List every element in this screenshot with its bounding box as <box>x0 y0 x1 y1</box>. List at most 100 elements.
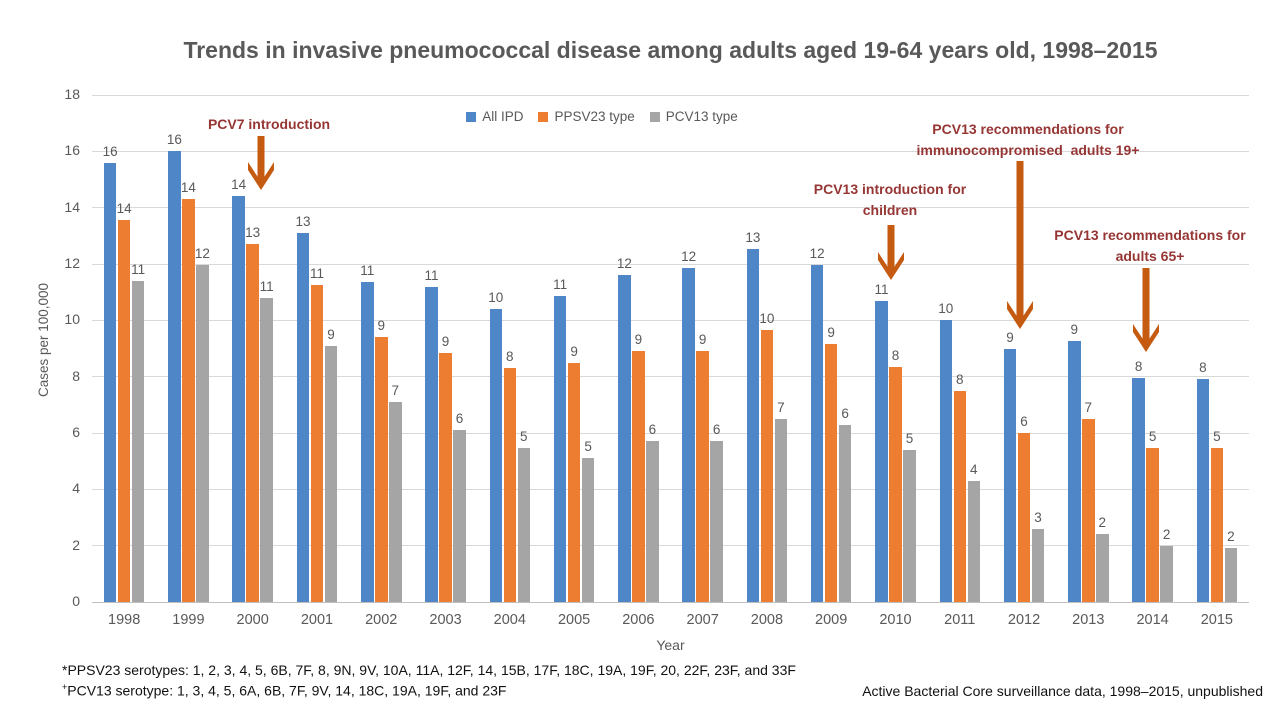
legend-label-ppsv23: PPSV23 type <box>554 109 635 124</box>
bar-value-label: 2 <box>1098 515 1107 531</box>
legend-swatch-pcv13 <box>649 111 660 122</box>
annotation-text: PCV13 introduction for <box>813 181 967 197</box>
x-axis-tick-label: 2002 <box>365 612 398 628</box>
bar-value-label: 9 <box>327 326 335 342</box>
footnote-text: PCV13 serotype: 1, 3, 4, 5, 6A, 6B, 7F, … <box>67 682 507 699</box>
x-axis-line <box>92 601 1249 603</box>
legend-label-pcv13: PCV13 type <box>665 109 738 124</box>
legend-item-ppsv23: PPSV23 type <box>538 109 635 124</box>
y-axis-tick-label: 12 <box>64 255 80 271</box>
y-gridline <box>92 150 1249 152</box>
bar-value-label: 8 <box>891 347 900 363</box>
bar-value-label: 8 <box>506 349 514 365</box>
bar-value-label: 6 <box>841 405 849 421</box>
annotation-text: PCV13 recommendations for <box>932 121 1124 137</box>
x-axis-tick-label: 2015 <box>1200 612 1233 628</box>
x-axis-tick-label: 2006 <box>622 612 655 628</box>
bar-pcv13-type <box>1160 545 1173 602</box>
bar-pcv13-type <box>196 265 209 602</box>
x-axis-tick-label: 2004 <box>493 612 526 628</box>
bar-pcv13-type <box>838 424 852 602</box>
bar-value-label: 11 <box>309 266 324 282</box>
y-gridline <box>92 545 1249 547</box>
bar-value-label: 8 <box>955 371 964 387</box>
bar-value-label: 8 <box>1199 360 1207 376</box>
footnote-marker: + <box>62 682 68 692</box>
bar-pcv13-type <box>710 441 723 602</box>
bar-value-label: 3 <box>1034 509 1042 525</box>
y-gridline <box>92 376 1249 378</box>
bar-all-ipd <box>1196 379 1210 602</box>
bar-value-label: 10 <box>938 301 954 317</box>
source-note: Active Bacterial Core surveillance data,… <box>862 683 1263 699</box>
bar-value-label: 11 <box>553 277 568 293</box>
x-axis-tick-label: 2001 <box>300 612 334 628</box>
bar-value-label: 12 <box>681 249 697 265</box>
annotation-arrow-immunocompromised-icon <box>1007 161 1033 329</box>
y-axis-tick-label: 8 <box>72 367 80 384</box>
x-axis-tick-label: 2000 <box>236 612 269 628</box>
bar-value-label: 13 <box>295 214 311 230</box>
bar-ppsv23-type <box>696 351 709 602</box>
annotation-text: adults 65+ <box>1115 248 1185 264</box>
x-axis-tick-label: 2013 <box>1072 612 1105 628</box>
legend-swatch-all-ipd <box>466 111 477 122</box>
bar-ppsv23-type <box>375 337 388 602</box>
bar-all-ipd <box>296 233 310 602</box>
annotation-pcv13-children: PCV13 introduction for children <box>770 179 1010 221</box>
x-axis-tick-label: 2010 <box>879 612 912 628</box>
bar-ppsv23-type <box>824 344 838 602</box>
bar-pcv13-type <box>260 297 273 602</box>
bar-value-label: 5 <box>1148 429 1157 445</box>
y-gridline <box>92 432 1249 434</box>
bar-value-label: 14 <box>180 180 196 196</box>
bar-value-label: 10 <box>488 290 504 306</box>
bar-all-ipd <box>361 282 374 602</box>
bar-ppsv23-type <box>1017 433 1031 602</box>
x-axis-tick-label: 2003 <box>429 612 462 628</box>
y-axis-tick-label: 2 <box>72 536 80 553</box>
x-axis-tick-label: 1998 <box>108 612 141 628</box>
bar-value-label: 6 <box>712 422 721 438</box>
bar-value-label: 9 <box>1006 329 1014 345</box>
bar-all-ipd <box>875 300 888 602</box>
bar-pcv13-type <box>646 441 659 602</box>
footnote-pcv13: +PCV13 serotype: 1, 3, 4, 5, 6A, 6B, 7F,… <box>62 682 506 699</box>
bar-pcv13-type <box>967 480 980 602</box>
bar-ppsv23-type <box>246 244 259 602</box>
bar-value-label: 5 <box>1213 429 1221 445</box>
annotation-text: children <box>862 202 918 218</box>
bar-value-label: 7 <box>777 399 785 415</box>
bar-value-label: 5 <box>905 430 914 446</box>
bar-ppsv23-type <box>953 390 966 602</box>
annotation-arrow-children-icon <box>878 225 904 280</box>
bar-all-ipd <box>618 275 631 602</box>
bar-value-label: 11 <box>259 278 274 294</box>
bar-value-label: 11 <box>131 261 146 277</box>
bar-value-label: 9 <box>441 333 450 349</box>
bar-value-label: 9 <box>634 332 643 348</box>
y-axis-tick-label: 0 <box>72 593 80 609</box>
bar-ppsv23-type <box>632 351 645 602</box>
bar-value-label: 5 <box>584 439 592 455</box>
bar-ppsv23-type <box>760 330 774 602</box>
annotation-pcv13-adults-65: PCV13 recommendations for adults 65+ <box>985 225 1280 267</box>
y-axis-tick-label: 14 <box>64 198 80 215</box>
x-axis-tick-label: 1999 <box>172 612 205 628</box>
bar-all-ipd <box>810 265 824 602</box>
bar-value-label: 6 <box>1020 414 1028 429</box>
bar-all-ipd <box>746 248 760 602</box>
x-axis-tick-label: 2014 <box>1136 612 1169 628</box>
bar-all-ipd <box>553 296 567 602</box>
bar-value-label: 9 <box>570 343 578 359</box>
bar-ppsv23-type <box>182 199 195 602</box>
y-axis-tick-label: 18 <box>64 86 80 102</box>
y-axis-title: Cases per 100,000 <box>36 282 51 398</box>
legend-label-all-ipd: All IPD <box>482 109 524 124</box>
y-gridline <box>92 263 1249 265</box>
legend-swatch-ppsv23 <box>538 111 549 122</box>
bar-value-label: 9 <box>698 332 707 348</box>
bar-pcv13-type <box>389 402 402 602</box>
bar-value-label: 12 <box>194 246 210 262</box>
bar-value-label: 2 <box>1162 526 1171 542</box>
